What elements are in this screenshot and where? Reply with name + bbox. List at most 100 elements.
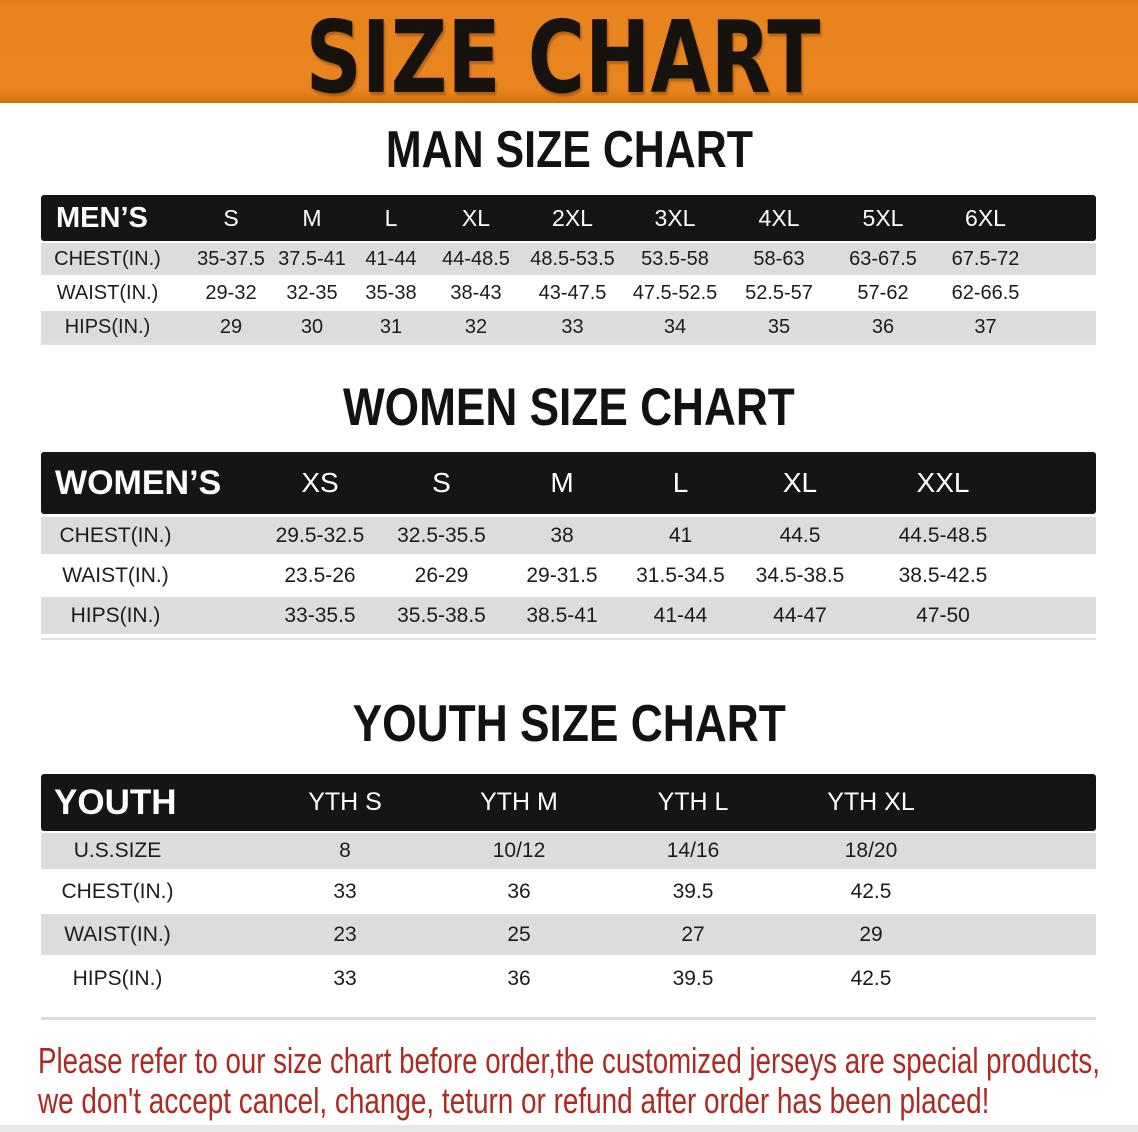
size-column-header: YTH M xyxy=(432,774,606,831)
row-label-cell: CHEST(IN.) xyxy=(41,243,190,275)
value-cell: 62-66.5 xyxy=(935,277,1096,309)
table-row: WAIST(IN.) 29-32 32-35 35-38 38-43 43-47.5 47.… xyxy=(41,277,1096,309)
size-column-header: S xyxy=(190,195,272,241)
value-cell: 41 xyxy=(621,517,740,554)
value-cell: 43-47.5 xyxy=(522,277,623,309)
value-cell: 31 xyxy=(352,311,430,343)
row-label-cell: WAIST(IN.) xyxy=(41,557,260,594)
youth-table-bottom-rule xyxy=(41,1017,1096,1020)
value-cell: 23 xyxy=(258,914,432,955)
value-cell: 36 xyxy=(831,311,935,343)
table-row: HIPS(IN.) 33 36 39.5 42.5 xyxy=(41,957,1096,1001)
row-label-cell: WAIST(IN.) xyxy=(41,914,258,955)
youth-size-table: YOUTH YTH S YTH M YTH L YTH XL U.S.SIZE 8 10/12… xyxy=(41,772,1096,1003)
value-cell: 52.5-57 xyxy=(727,277,831,309)
value-cell: 35-38 xyxy=(352,277,430,309)
value-cell: 44.5 xyxy=(740,517,860,554)
value-cell: 33 xyxy=(258,871,432,912)
value-cell: 38.5-41 xyxy=(503,597,621,634)
row-label-cell: CHEST(IN.) xyxy=(41,871,258,912)
table-title-cell: MEN’S xyxy=(41,195,190,241)
table-row: CHEST(IN.) 29.5-32.5 32.5-35.5 38 41 44.5 44.5… xyxy=(41,517,1096,554)
size-column-header: 5XL xyxy=(831,195,935,241)
table-row: CHEST(IN.) 33 36 39.5 42.5 xyxy=(41,871,1096,912)
value-cell: 25 xyxy=(432,914,606,955)
size-column-header: S xyxy=(380,452,503,514)
table-row: CHEST(IN.) 35-37.5 37.5-41 41-44 44-48.5 48.5… xyxy=(41,243,1096,275)
value-cell: 8 xyxy=(258,833,432,869)
size-column-header: 2XL xyxy=(522,195,623,241)
header-row: YOUTH YTH S YTH M YTH L YTH XL xyxy=(41,774,1096,831)
note-line-1: Please refer to our size chart before or… xyxy=(38,1040,1100,1081)
size-column-header: 6XL xyxy=(935,195,1096,241)
banner-title: SIZE CHART xyxy=(305,0,821,116)
bottom-strip xyxy=(0,1125,1138,1132)
header-row: WOMEN’S XS S M L XL XXL xyxy=(41,452,1096,514)
value-cell: 53.5-58 xyxy=(623,243,727,275)
size-column-header: XL xyxy=(430,195,522,241)
size-column-header: 3XL xyxy=(623,195,727,241)
size-column-header: M xyxy=(272,195,352,241)
value-cell: 48.5-53.5 xyxy=(522,243,623,275)
value-cell: 23.5-26 xyxy=(260,557,380,594)
value-cell: 30 xyxy=(272,311,352,343)
row-label-cell: CHEST(IN.) xyxy=(41,517,260,554)
value-cell: 38 xyxy=(503,517,621,554)
value-cell: 67.5-72 xyxy=(935,243,1096,275)
value-cell: 39.5 xyxy=(606,957,780,1001)
value-cell: 33 xyxy=(258,957,432,1001)
table-title-cell: YOUTH xyxy=(41,774,258,831)
size-chart-banner: SIZE CHART xyxy=(0,0,1138,109)
table-row: HIPS(IN.) 29 30 31 32 33 34 35 36 37 xyxy=(41,311,1096,343)
value-cell: 47.5-52.5 xyxy=(623,277,727,309)
value-cell: 29-32 xyxy=(190,277,272,309)
value-cell: 33-35.5 xyxy=(260,597,380,634)
value-cell: 36 xyxy=(432,957,606,1001)
row-label-cell: HIPS(IN.) xyxy=(41,311,190,343)
value-cell: 29.5-32.5 xyxy=(260,517,380,554)
order-note: Please refer to our size chart before or… xyxy=(38,1041,1138,1121)
value-cell: 39.5 xyxy=(606,871,780,912)
value-cell: 44-47 xyxy=(740,597,860,634)
men-size-table: MEN’S S M L XL 2XL 3XL 4XL 5XL 6XL CHEST(IN.) 35-37… xyxy=(41,193,1096,345)
value-cell: 47-50 xyxy=(860,597,1096,634)
value-cell: 26-29 xyxy=(380,557,503,594)
size-column-header: M xyxy=(503,452,621,514)
size-column-header: YTH S xyxy=(258,774,432,831)
table-row: U.S.SIZE 8 10/12 14/16 18/20 xyxy=(41,833,1096,869)
value-cell: 27 xyxy=(606,914,780,955)
value-cell: 44.5-48.5 xyxy=(860,517,1096,554)
value-cell: 34.5-38.5 xyxy=(740,557,860,594)
row-label-cell: U.S.SIZE xyxy=(41,833,258,869)
row-label-cell: HIPS(IN.) xyxy=(41,957,258,1001)
youth-section-heading: YOUTH SIZE CHART xyxy=(352,695,786,753)
men-table-bottom-rule xyxy=(41,343,1096,345)
value-cell: 44-48.5 xyxy=(430,243,522,275)
value-cell: 63-67.5 xyxy=(831,243,935,275)
value-cell: 18/20 xyxy=(780,833,1096,869)
value-cell: 32.5-35.5 xyxy=(380,517,503,554)
size-column-header: L xyxy=(621,452,740,514)
value-cell: 37.5-41 xyxy=(272,243,352,275)
table-row: WAIST(IN.) 23.5-26 26-29 29-31.5 31.5-34.5 34… xyxy=(41,557,1096,594)
man-section-heading: MAN SIZE CHART xyxy=(385,121,753,179)
table-row: WAIST(IN.) 23 25 27 29 xyxy=(41,914,1096,955)
note-line-2: we don't accept cancel, change, teturn o… xyxy=(38,1080,990,1121)
table-title-cell: WOMEN’S xyxy=(41,452,260,514)
women-size-table: WOMEN’S XS S M L XL XXL CHEST(IN.) 29.5-32.5 32.5… xyxy=(41,449,1096,637)
size-column-header: YTH L xyxy=(606,774,780,831)
value-cell: 58-63 xyxy=(727,243,831,275)
value-cell: 33 xyxy=(522,311,623,343)
size-column-header: YTH XL xyxy=(780,774,1096,831)
value-cell: 29-31.5 xyxy=(503,557,621,594)
value-cell: 36 xyxy=(432,871,606,912)
value-cell: 14/16 xyxy=(606,833,780,869)
value-cell: 35-37.5 xyxy=(190,243,272,275)
value-cell: 37 xyxy=(935,311,1096,343)
value-cell: 42.5 xyxy=(780,957,1096,1001)
value-cell: 29 xyxy=(780,914,1096,955)
value-cell: 32-35 xyxy=(272,277,352,309)
value-cell: 35.5-38.5 xyxy=(380,597,503,634)
value-cell: 31.5-34.5 xyxy=(621,557,740,594)
size-column-header: 4XL xyxy=(727,195,831,241)
